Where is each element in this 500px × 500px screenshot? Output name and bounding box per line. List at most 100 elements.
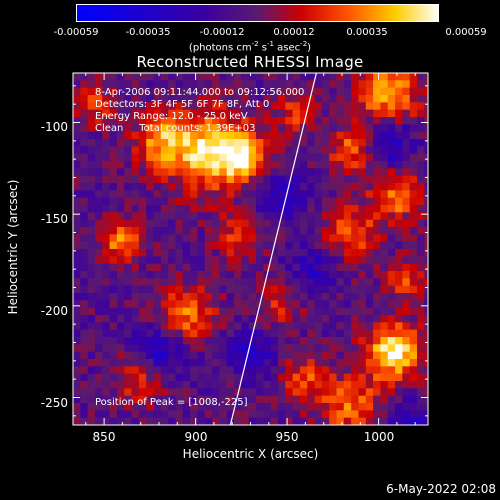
heatmap-cell — [263, 263, 272, 272]
heatmap-cell — [234, 293, 242, 301]
heatmap-cell — [146, 293, 155, 301]
heatmap-cell — [116, 278, 125, 287]
heatmap-cell — [146, 212, 155, 221]
heatmap-cell — [226, 175, 235, 184]
heatmap-cell — [358, 256, 367, 265]
heatmap-cell — [87, 102, 96, 111]
heatmap-cell — [131, 410, 140, 419]
heatmap-cell — [234, 271, 242, 279]
heatmap-cell — [270, 234, 279, 243]
heatmap-cell — [248, 417, 257, 425]
heatmap-cell — [285, 212, 294, 221]
heatmap-cell — [146, 190, 155, 199]
heatmap-cell — [358, 175, 367, 184]
heatmap-cell — [387, 271, 396, 279]
heatmap-cell — [402, 249, 411, 257]
heatmap-cell — [131, 124, 140, 133]
heatmap-cell — [365, 227, 374, 235]
heatmap-cell — [182, 337, 191, 345]
heatmap-cell — [226, 205, 235, 213]
heatmap-cell — [314, 366, 323, 375]
heatmap-cell — [102, 87, 111, 96]
heatmap-cell — [226, 359, 235, 367]
heatmap-cell — [80, 417, 89, 425]
y-tick-label: -100 — [40, 120, 68, 134]
heatmap-cell — [321, 366, 330, 375]
heatmap-cell — [204, 256, 213, 265]
heatmap-cell — [314, 359, 323, 367]
heatmap-cell — [395, 95, 403, 103]
heatmap-cell — [292, 337, 301, 345]
heatmap-cell — [402, 80, 411, 89]
heatmap-cell — [321, 322, 330, 331]
heatmap-cell — [402, 366, 411, 375]
heatmap-cell — [299, 190, 308, 199]
heatmap-cell — [395, 219, 403, 228]
heatmap-cell — [255, 271, 264, 279]
heatmap-cell — [212, 256, 220, 265]
heatmap-cell — [321, 249, 330, 257]
heatmap-cell — [241, 73, 250, 81]
heatmap-cell — [307, 109, 316, 118]
heatmap-cell — [402, 293, 411, 301]
heatmap-cell — [219, 161, 228, 169]
heatmap-cell — [226, 344, 235, 353]
heatmap-cell — [197, 249, 206, 257]
heatmap-cell — [336, 373, 345, 382]
heatmap-cell — [314, 153, 323, 162]
heatmap-cell — [138, 212, 147, 221]
heatmap-cell — [197, 300, 206, 309]
heatmap-cell — [109, 293, 118, 301]
heatmap-cell — [241, 337, 250, 345]
heatmap-cell — [424, 124, 428, 133]
heatmap-cell — [307, 117, 316, 125]
heatmap-cell — [424, 300, 428, 309]
heatmap-cell — [329, 73, 338, 81]
heatmap-cell — [314, 293, 323, 301]
heatmap-cell — [277, 366, 286, 375]
heatmap-cell — [160, 161, 169, 169]
heatmap-cell — [80, 175, 89, 184]
heatmap-cell — [299, 381, 308, 389]
heatmap-cell — [277, 168, 286, 177]
heatmap-cell — [270, 271, 279, 279]
heatmap-cell — [285, 73, 294, 81]
heatmap-cell — [146, 161, 155, 169]
heatmap-cell — [109, 146, 118, 155]
heatmap-cell — [131, 227, 140, 235]
heatmap-cell — [417, 329, 425, 338]
heatmap-cell — [336, 183, 345, 191]
heatmap-cell — [285, 153, 294, 162]
heatmap-cell — [226, 183, 235, 191]
heatmap-cell — [365, 139, 374, 147]
heatmap-cell — [402, 307, 411, 316]
heatmap-cell — [94, 168, 103, 177]
heatmap-cell — [270, 256, 279, 265]
heatmap-cell — [241, 278, 250, 287]
heatmap-cell — [285, 117, 294, 125]
heatmap-cell — [336, 87, 345, 96]
heatmap-cell — [424, 263, 428, 272]
heatmap-cell — [241, 271, 250, 279]
heatmap-cell — [380, 190, 389, 199]
peak-position: Position of Peak = [1008,-225] — [95, 397, 248, 408]
heatmap-cell — [343, 175, 352, 184]
heatmap-cell — [402, 124, 411, 133]
heatmap-cell — [336, 205, 345, 213]
heatmap-cell — [248, 300, 257, 309]
heatmap-cell — [329, 95, 338, 103]
heatmap-cell — [241, 131, 250, 140]
heatmap-cell — [102, 359, 111, 367]
heatmap-cell — [343, 249, 352, 257]
heatmap-cell — [138, 403, 147, 411]
heatmap-cell — [116, 102, 125, 111]
heatmap-cell — [365, 293, 374, 301]
heatmap-cell — [365, 300, 374, 309]
heatmap-cell — [102, 80, 111, 89]
heatmap-cell — [373, 168, 382, 177]
heatmap-cell — [351, 234, 360, 243]
heatmap-cell — [226, 139, 235, 147]
heatmap-cell — [190, 351, 199, 360]
heatmap-cell — [321, 241, 330, 250]
heatmap-cell — [80, 241, 89, 250]
